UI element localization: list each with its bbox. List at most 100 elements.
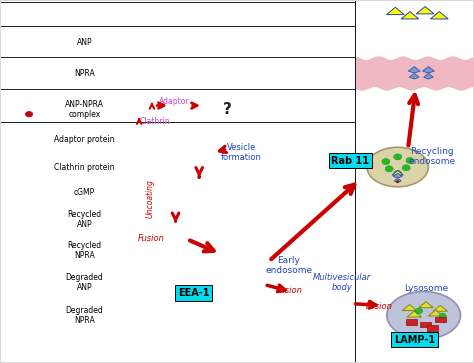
Polygon shape [182, 232, 187, 236]
Circle shape [167, 232, 170, 233]
Polygon shape [164, 199, 170, 202]
FancyBboxPatch shape [0, 0, 355, 330]
Circle shape [240, 279, 248, 285]
Circle shape [132, 104, 139, 109]
FancyBboxPatch shape [128, 1, 474, 362]
Polygon shape [21, 38, 37, 45]
Text: Plasma
membrane: Plasma membrane [136, 50, 194, 71]
Text: Clathrin: Clathrin [140, 117, 171, 126]
Circle shape [226, 272, 234, 278]
Polygon shape [165, 229, 172, 233]
Text: Uncoating: Uncoating [145, 179, 154, 218]
Polygon shape [176, 109, 184, 114]
Polygon shape [24, 245, 34, 250]
Polygon shape [206, 160, 211, 163]
Circle shape [232, 283, 240, 290]
Circle shape [144, 112, 146, 115]
Polygon shape [180, 227, 188, 230]
Polygon shape [229, 266, 237, 270]
Polygon shape [237, 93, 246, 98]
Circle shape [208, 162, 210, 163]
Polygon shape [394, 178, 401, 182]
Circle shape [174, 238, 176, 240]
Polygon shape [195, 153, 204, 157]
Polygon shape [25, 105, 34, 109]
FancyBboxPatch shape [128, 58, 232, 87]
Polygon shape [173, 237, 178, 240]
Polygon shape [176, 9, 194, 16]
Text: Clathrin protein: Clathrin protein [55, 163, 115, 172]
Circle shape [187, 227, 194, 232]
Polygon shape [410, 73, 419, 79]
Circle shape [328, 302, 330, 304]
Polygon shape [165, 225, 172, 229]
Circle shape [183, 234, 185, 236]
Polygon shape [164, 189, 171, 193]
Text: Extracellular: Extracellular [136, 19, 210, 29]
Polygon shape [269, 272, 274, 276]
Polygon shape [188, 65, 201, 70]
Polygon shape [243, 275, 250, 278]
Polygon shape [419, 302, 433, 308]
Ellipse shape [296, 284, 350, 319]
Polygon shape [187, 158, 193, 161]
Text: Intracellular: Intracellular [136, 90, 208, 100]
Text: Key:: Key: [9, 9, 40, 23]
Circle shape [406, 158, 414, 164]
Text: Fusion: Fusion [137, 234, 164, 243]
Circle shape [166, 204, 168, 205]
Circle shape [189, 163, 191, 165]
Text: LAMP-1: LAMP-1 [394, 335, 435, 344]
Text: cGMP: cGMP [74, 188, 95, 197]
Circle shape [212, 112, 215, 115]
Circle shape [439, 313, 446, 319]
Circle shape [158, 193, 164, 199]
Text: ANP: ANP [77, 38, 92, 47]
Ellipse shape [387, 291, 461, 339]
Circle shape [196, 143, 202, 148]
FancyBboxPatch shape [0, 57, 355, 363]
Text: ANP-NPRA
complex: ANP-NPRA complex [65, 100, 104, 119]
Polygon shape [157, 13, 175, 20]
Polygon shape [182, 196, 189, 200]
Polygon shape [180, 190, 188, 193]
Polygon shape [325, 294, 333, 298]
Polygon shape [216, 267, 225, 270]
Circle shape [189, 189, 195, 194]
Polygon shape [238, 70, 246, 74]
Polygon shape [157, 73, 166, 78]
Text: Recycled
NPRA: Recycled NPRA [67, 241, 101, 260]
Circle shape [246, 281, 247, 282]
Polygon shape [407, 311, 421, 317]
Text: Degraded
ANP: Degraded ANP [66, 273, 103, 292]
Polygon shape [172, 231, 180, 234]
Polygon shape [393, 173, 402, 178]
FancyBboxPatch shape [0, 0, 355, 357]
Polygon shape [193, 13, 210, 20]
Polygon shape [172, 197, 179, 200]
Polygon shape [190, 68, 200, 73]
Circle shape [326, 303, 333, 309]
Circle shape [415, 308, 423, 314]
Circle shape [396, 181, 399, 183]
Polygon shape [402, 305, 417, 311]
Polygon shape [209, 104, 218, 109]
Circle shape [256, 270, 265, 277]
Polygon shape [172, 65, 184, 70]
Polygon shape [24, 68, 34, 73]
Polygon shape [311, 293, 319, 297]
Polygon shape [164, 197, 171, 200]
Circle shape [189, 153, 191, 155]
FancyBboxPatch shape [0, 0, 355, 232]
Polygon shape [174, 101, 186, 106]
Polygon shape [186, 151, 193, 155]
Polygon shape [210, 109, 218, 114]
Bar [18, 311, 27, 319]
Polygon shape [268, 9, 286, 16]
Polygon shape [268, 268, 275, 272]
Polygon shape [430, 12, 448, 19]
Polygon shape [182, 195, 187, 199]
Polygon shape [206, 156, 212, 160]
Circle shape [247, 263, 255, 270]
FancyBboxPatch shape [0, 89, 355, 363]
